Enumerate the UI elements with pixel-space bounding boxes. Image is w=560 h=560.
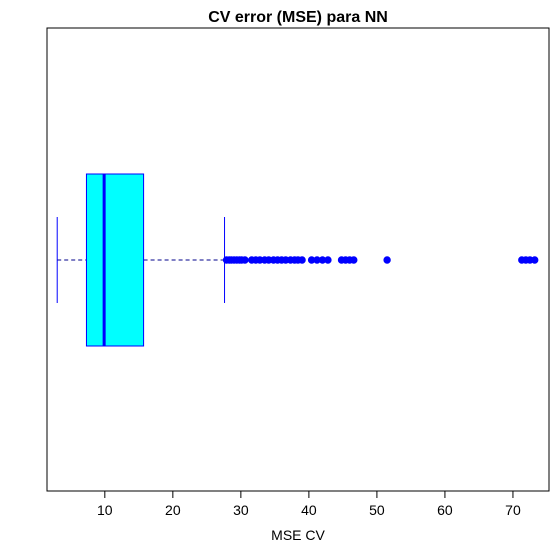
x-tick-label: 70: [505, 502, 521, 518]
chart-title: CV error (MSE) para NN: [208, 9, 388, 26]
x-tick-label: 20: [165, 502, 181, 518]
x-tick-label: 10: [97, 502, 113, 518]
x-axis: 10 20 30 40 50 60 70: [97, 490, 521, 518]
x-axis-label: MSE CV: [271, 527, 325, 543]
outlier-point: [350, 256, 358, 264]
plot-area: [56, 173, 539, 347]
x-tick-label: 40: [301, 502, 317, 518]
outlier-point: [298, 256, 306, 264]
outlier-point: [383, 256, 391, 264]
iqr-box: [85, 173, 145, 347]
outlier-point: [531, 256, 539, 264]
outlier-point: [324, 256, 332, 264]
outlier-point: [241, 256, 249, 264]
x-tick-label: 50: [369, 502, 385, 518]
x-tick-label: 30: [233, 502, 249, 518]
x-tick-label: 60: [437, 502, 453, 518]
